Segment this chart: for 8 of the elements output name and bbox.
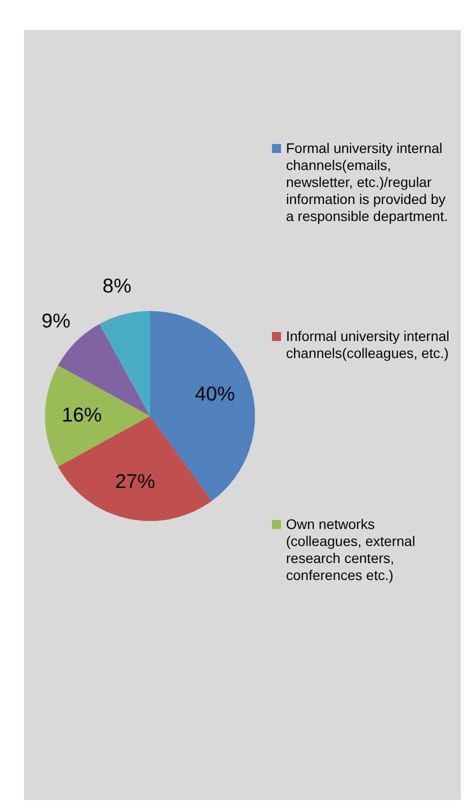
data-label: 16% [62,404,102,427]
data-label: 8% [102,276,132,298]
legend-label: Own networks (colleagues, external research centers, conferences etc.) [286,516,416,584]
legend-label: Formal university internal channels(emails, newsletter, etc.)/regular information is provided by a responsible department. [286,140,449,225]
data-label: 27% [115,471,156,494]
legend-label: Informal university internal channels(colleagues, etc.) [286,328,450,362]
data-label: 9% [42,310,71,332]
data-label: 40% [194,383,236,406]
